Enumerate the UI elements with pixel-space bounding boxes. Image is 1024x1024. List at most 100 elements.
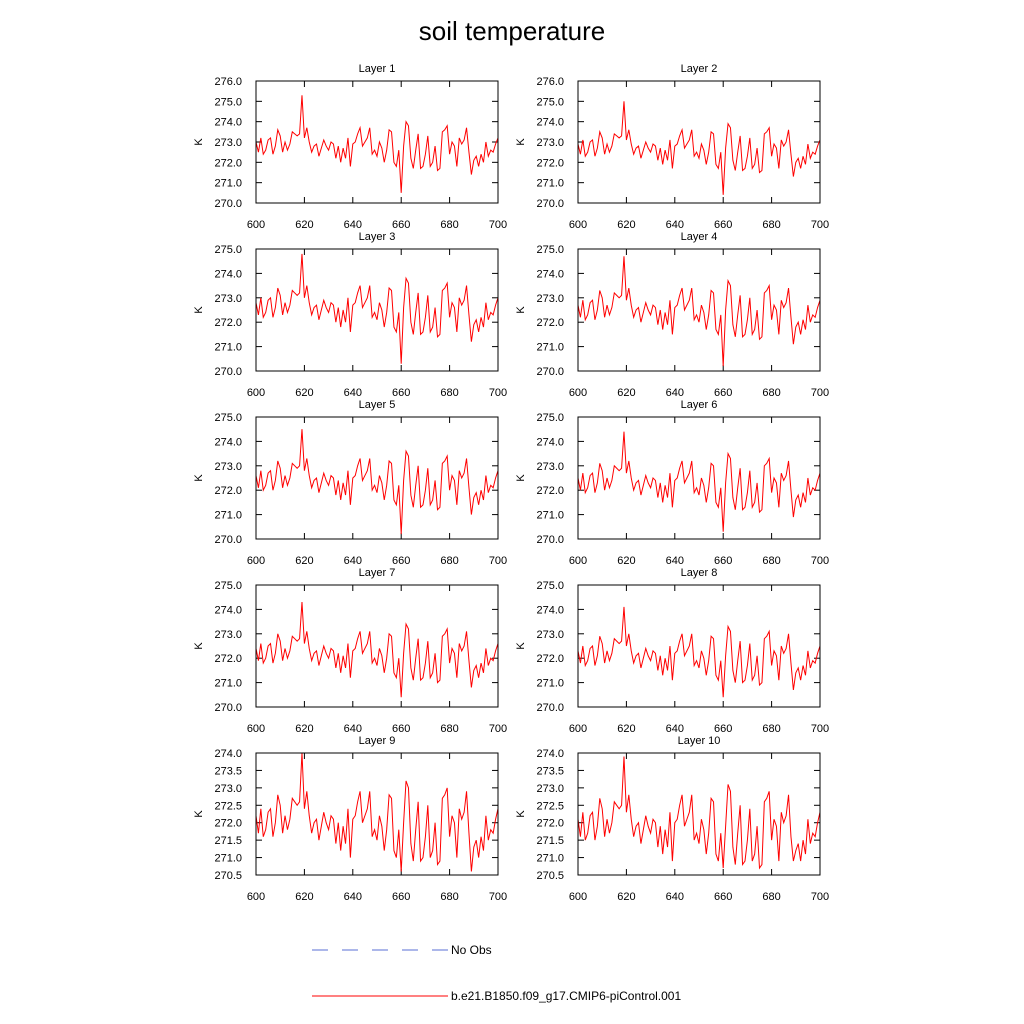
y-tick-label: 270.0 bbox=[536, 702, 564, 714]
x-tick-label: 600 bbox=[247, 387, 265, 399]
x-tick-label: 680 bbox=[762, 891, 780, 903]
x-tick-label: 700 bbox=[489, 891, 507, 903]
x-tick-label: 640 bbox=[344, 891, 362, 903]
x-tick-label: 620 bbox=[295, 723, 313, 735]
x-tick-label: 640 bbox=[344, 219, 362, 231]
y-tick-label: 271.0 bbox=[536, 853, 564, 865]
x-tick-label: 600 bbox=[247, 555, 265, 567]
x-tick-label: 680 bbox=[762, 219, 780, 231]
x-tick-label: 700 bbox=[489, 723, 507, 735]
x-tick-label: 700 bbox=[811, 891, 829, 903]
x-tick-label: 660 bbox=[392, 387, 410, 399]
y-axis-label: K bbox=[193, 138, 205, 146]
y-axis-label: K bbox=[193, 810, 205, 818]
plot-frame bbox=[255, 416, 499, 540]
panel-title: Layer 9 bbox=[359, 735, 396, 747]
x-tick-label: 600 bbox=[247, 723, 265, 735]
y-tick-label: 273.0 bbox=[536, 293, 564, 305]
x-tick-label: 600 bbox=[569, 891, 587, 903]
panel-title: Layer 1 bbox=[359, 63, 396, 75]
panel: Layer 5 K 270.0 271.0 272.0 273.0 274.0 275.0 60… bbox=[193, 399, 507, 567]
panel: Layer 6 K 270.0 271.0 272.0 273.0 274.0 275.0 60… bbox=[515, 399, 829, 567]
y-tick-label: 275.0 bbox=[214, 580, 242, 592]
data-line bbox=[577, 256, 821, 367]
y-tick-label: 274.0 bbox=[214, 604, 242, 616]
y-tick-label: 272.0 bbox=[536, 317, 564, 329]
y-tick-label: 270.0 bbox=[536, 534, 564, 546]
x-tick-label: 700 bbox=[811, 219, 829, 231]
y-tick-label: 274.0 bbox=[536, 748, 564, 760]
plot-frame bbox=[577, 248, 821, 372]
y-tick-label: 272.0 bbox=[214, 485, 242, 497]
y-axis-label: K bbox=[193, 474, 205, 482]
panel-title: Layer 2 bbox=[681, 63, 718, 75]
y-tick-label: 273.0 bbox=[214, 293, 242, 305]
y-tick-label: 270.5 bbox=[536, 870, 564, 882]
x-tick-label: 600 bbox=[569, 723, 587, 735]
y-tick-label: 271.0 bbox=[214, 178, 242, 190]
y-tick-label: 271.0 bbox=[214, 510, 242, 522]
y-axis-label: K bbox=[515, 138, 527, 146]
y-tick-label: 270.0 bbox=[214, 198, 242, 210]
x-tick-label: 620 bbox=[617, 723, 635, 735]
y-tick-label: 275.0 bbox=[214, 96, 242, 108]
y-tick-label: 271.0 bbox=[214, 853, 242, 865]
x-tick-label: 620 bbox=[617, 387, 635, 399]
x-tick-label: 660 bbox=[714, 555, 732, 567]
y-tick-label: 272.0 bbox=[214, 317, 242, 329]
x-tick-label: 600 bbox=[569, 219, 587, 231]
x-tick-label: 660 bbox=[392, 891, 410, 903]
y-axis-label: K bbox=[515, 810, 527, 818]
y-tick-label: 273.0 bbox=[214, 629, 242, 641]
x-tick-label: 700 bbox=[489, 219, 507, 231]
y-tick-label: 272.0 bbox=[214, 653, 242, 665]
x-tick-label: 660 bbox=[714, 723, 732, 735]
x-tick-label: 600 bbox=[569, 555, 587, 567]
data-line bbox=[255, 752, 499, 872]
y-axis-label: K bbox=[515, 474, 527, 482]
panel: Layer 1 K 270.0 271.0 272.0 273.0 274.0 275.0 27… bbox=[193, 63, 507, 231]
x-tick-label: 640 bbox=[344, 387, 362, 399]
y-tick-label: 273.0 bbox=[214, 137, 242, 149]
y-tick-label: 276.0 bbox=[214, 76, 242, 88]
legend-label: No Obs bbox=[451, 943, 492, 957]
legend-label: b.e21.B1850.f09_g17.CMIP6-piControl.001 bbox=[451, 989, 681, 1003]
y-tick-label: 271.0 bbox=[214, 342, 242, 354]
panel-title: Layer 4 bbox=[681, 231, 718, 243]
y-tick-label: 272.0 bbox=[214, 818, 242, 830]
x-tick-label: 700 bbox=[489, 387, 507, 399]
x-tick-label: 660 bbox=[714, 891, 732, 903]
plot-frame bbox=[577, 752, 821, 876]
y-tick-label: 274.0 bbox=[536, 268, 564, 280]
x-tick-label: 680 bbox=[440, 219, 458, 231]
panel-title: Layer 5 bbox=[359, 399, 396, 411]
x-tick-label: 640 bbox=[666, 555, 684, 567]
x-tick-label: 620 bbox=[295, 219, 313, 231]
panel-title: Layer 7 bbox=[359, 567, 396, 579]
y-tick-label: 272.0 bbox=[536, 485, 564, 497]
y-axis-label: K bbox=[515, 306, 527, 314]
panel: Layer 9 K 270.5 271.0 271.5 272.0 272.5 273.0 27… bbox=[193, 735, 507, 903]
x-tick-label: 680 bbox=[440, 723, 458, 735]
x-tick-label: 680 bbox=[762, 387, 780, 399]
x-tick-label: 620 bbox=[295, 387, 313, 399]
y-tick-label: 271.5 bbox=[536, 835, 564, 847]
y-tick-label: 275.0 bbox=[214, 412, 242, 424]
y-tick-label: 270.0 bbox=[214, 702, 242, 714]
y-tick-label: 273.5 bbox=[536, 765, 564, 777]
y-tick-label: 271.0 bbox=[214, 678, 242, 690]
x-tick-label: 680 bbox=[762, 555, 780, 567]
x-tick-label: 640 bbox=[344, 723, 362, 735]
x-tick-label: 600 bbox=[247, 219, 265, 231]
plot-frame bbox=[255, 248, 499, 372]
panel-title: Layer 6 bbox=[681, 399, 718, 411]
y-tick-label: 273.0 bbox=[214, 461, 242, 473]
y-axis-label: K bbox=[193, 306, 205, 314]
plot-frame bbox=[577, 80, 821, 204]
x-tick-label: 640 bbox=[344, 555, 362, 567]
x-tick-label: 600 bbox=[247, 891, 265, 903]
x-tick-label: 660 bbox=[714, 219, 732, 231]
y-tick-label: 275.0 bbox=[536, 580, 564, 592]
data-line bbox=[255, 602, 499, 698]
